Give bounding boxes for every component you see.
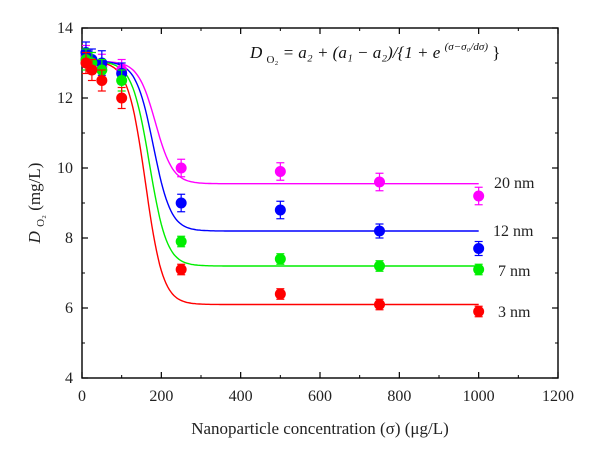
- data-point-20nm: [473, 190, 485, 202]
- fit-curve-20nm: [82, 60, 479, 185]
- formula-exponent: (σ−σ₀/dσ): [445, 41, 489, 53]
- y-tick-label: 10: [57, 160, 73, 177]
- series-label-20nm: 20 nm: [494, 175, 535, 192]
- y-axis-title-unit: (mg/L): [25, 163, 44, 211]
- y-tick-label: 8: [65, 230, 73, 247]
- fit-curve-7nm: [81, 60, 479, 267]
- x-tick-label: 400: [229, 388, 253, 405]
- formula-annotation: D O₂ = a₂ + (a₁ − a₂)/{1 + e (σ−σ₀/dσ) }: [249, 35, 500, 67]
- data-point-3nm: [374, 299, 385, 310]
- plot-frame: [81, 27, 559, 379]
- y-tick-label: 14: [57, 20, 73, 37]
- series-label-3nm: 3 nm: [498, 304, 531, 321]
- data-point-20nm: [175, 162, 187, 174]
- fit-curve-3nm: [81, 60, 479, 306]
- y-tick-label: 6: [65, 300, 73, 317]
- x-tick-label: 800: [387, 388, 411, 405]
- fit-curve-12nm: [82, 60, 479, 232]
- formula-rhs: = a₂ + (a₁ − a₂)/{1 + e: [283, 43, 441, 62]
- data-point-3nm: [86, 64, 98, 76]
- data-point-7nm: [473, 264, 485, 275]
- data-point-3nm: [116, 92, 128, 104]
- data-point-12nm: [473, 243, 485, 254]
- formula-lhs-sub: O₂: [267, 54, 279, 66]
- data-point-20nm: [374, 176, 385, 188]
- data-point-3nm: [274, 288, 286, 300]
- formula-close: }: [492, 43, 500, 62]
- x-axis-title: Nanoparticle concentration (σ) (μg/L): [191, 419, 449, 438]
- data-point-7nm: [116, 75, 128, 86]
- data-point-12nm: [175, 197, 187, 209]
- data-point-12nm: [374, 225, 385, 237]
- fit-curves: [81, 60, 479, 306]
- data-point-3nm: [473, 306, 485, 317]
- series-labels: 20 nm 12 nm 7 nm 3 nm: [493, 175, 535, 321]
- data-point-20nm: [274, 166, 286, 177]
- data-point-3nm: [175, 264, 187, 275]
- y-axis-title-main: D: [25, 230, 44, 244]
- x-tick-label: 200: [149, 388, 173, 405]
- data-point-7nm: [274, 253, 286, 265]
- axis-ticks: 0 200 400 600 800 1000 1200 4 6 8 10 12 14: [57, 20, 574, 405]
- y-tick-label: 4: [65, 370, 73, 387]
- x-tick-label: 1000: [463, 388, 495, 405]
- data-point-7nm: [175, 236, 187, 247]
- x-tick-label: 1200: [542, 388, 574, 405]
- formula-lhs: D: [249, 43, 263, 62]
- x-tick-label: 0: [78, 388, 86, 405]
- y-axis-title-sub: O₂: [35, 215, 47, 227]
- x-tick-label: 600: [308, 388, 332, 405]
- y-tick-label: 12: [57, 90, 73, 107]
- data-points: [80, 41, 485, 318]
- series-label-12nm: 12 nm: [493, 223, 534, 240]
- data-point-7nm: [374, 260, 385, 272]
- y-axis-title: D O₂ (mg/L): [25, 163, 48, 245]
- data-point-12nm: [274, 204, 286, 216]
- data-point-3nm: [96, 75, 108, 86]
- series-label-7nm: 7 nm: [498, 263, 531, 280]
